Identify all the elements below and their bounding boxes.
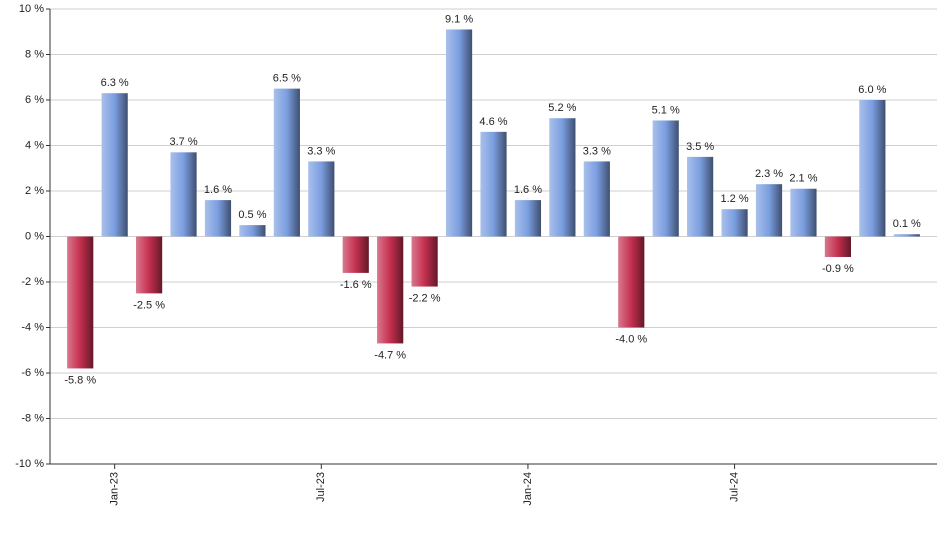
- bar: [136, 236, 163, 294]
- bar: [67, 236, 94, 369]
- bar: [721, 209, 748, 237]
- y-tick-label: -10 %: [15, 458, 44, 470]
- y-tick-label: 0 %: [25, 230, 44, 242]
- bar: [204, 200, 232, 237]
- bar: [101, 93, 128, 237]
- value-label: 6.5 %: [273, 73, 301, 85]
- bar: [308, 161, 335, 237]
- value-label: 6.3 %: [101, 77, 129, 89]
- value-label: 0.5 %: [238, 209, 266, 221]
- bar: [480, 131, 507, 237]
- bar: [687, 156, 714, 237]
- value-label: -2.5 %: [133, 299, 165, 311]
- x-tick-label: Jan-23: [109, 472, 121, 506]
- value-label: 1.6 %: [514, 184, 542, 196]
- bar: [445, 29, 473, 237]
- y-tick-label: 8 %: [25, 48, 44, 60]
- bar: [514, 200, 542, 237]
- value-label: -5.8 %: [64, 374, 96, 386]
- bar: [239, 225, 266, 237]
- value-label: 2.3 %: [755, 168, 783, 180]
- bar: [618, 236, 645, 328]
- value-label: -4.0 %: [615, 333, 647, 345]
- y-tick-label: 10 %: [19, 3, 44, 15]
- value-label: -4.7 %: [374, 349, 406, 361]
- value-label: 9.1 %: [445, 13, 473, 25]
- value-label: 3.7 %: [169, 136, 197, 148]
- value-label: 3.3 %: [307, 145, 335, 157]
- value-label: 5.2 %: [548, 102, 576, 114]
- bar: [342, 236, 369, 273]
- value-label: 0.1 %: [893, 218, 921, 230]
- y-tick-label: 2 %: [25, 185, 44, 197]
- bar: [273, 88, 300, 237]
- value-label: 3.5 %: [686, 141, 714, 153]
- bar: [652, 120, 679, 237]
- y-tick-label: -6 %: [21, 367, 44, 379]
- value-label: 2.1 %: [789, 173, 817, 185]
- value-label: -0.9 %: [822, 263, 854, 275]
- value-label: 5.1 %: [652, 104, 680, 116]
- bar: [549, 118, 576, 237]
- bar: [859, 100, 886, 237]
- bar: [411, 236, 438, 287]
- bar: [170, 152, 197, 237]
- x-tick-label: Jul-24: [728, 472, 740, 502]
- y-tick-label: -2 %: [21, 276, 44, 288]
- bar: [790, 188, 817, 237]
- bar: [755, 184, 783, 237]
- y-tick-label: -8 %: [21, 412, 44, 424]
- value-label: 3.3 %: [583, 145, 611, 157]
- value-label: -2.2 %: [409, 292, 441, 304]
- bar: [824, 236, 851, 257]
- y-tick-label: 4 %: [25, 139, 44, 151]
- x-tick-label: Jan-24: [522, 472, 534, 506]
- value-label: 4.6 %: [479, 116, 507, 128]
- bar: [377, 236, 404, 344]
- value-label: -1.6 %: [340, 279, 372, 291]
- value-label: 1.6 %: [204, 184, 232, 196]
- value-label: 6.0 %: [858, 84, 886, 96]
- bar: [893, 234, 920, 237]
- value-label: 1.2 %: [721, 193, 749, 205]
- bar: [583, 161, 610, 237]
- x-tick-label: Jul-23: [315, 472, 327, 502]
- y-tick-label: 6 %: [25, 94, 44, 106]
- y-tick-label: -4 %: [21, 321, 44, 333]
